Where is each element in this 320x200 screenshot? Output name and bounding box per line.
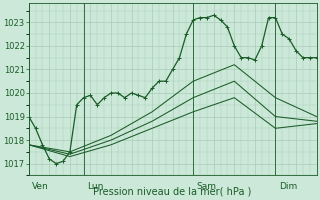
X-axis label: Pression niveau de la mer( hPa ): Pression niveau de la mer( hPa )	[93, 187, 252, 197]
Text: Ven: Ven	[32, 182, 49, 191]
Text: Lun: Lun	[87, 182, 103, 191]
Text: Dim: Dim	[279, 182, 297, 191]
Text: Sam: Sam	[196, 182, 217, 191]
